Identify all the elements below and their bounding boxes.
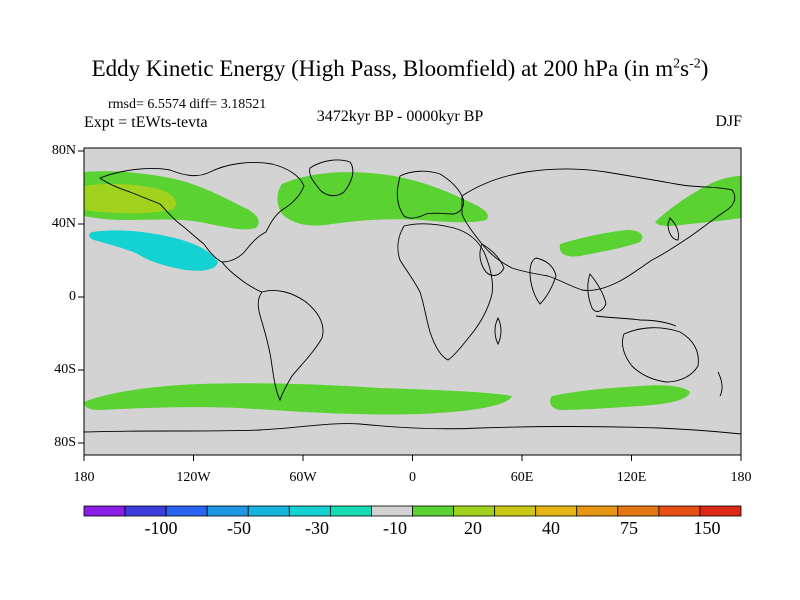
rmsd-diff-stats: rmsd= 6.5574 diff= 3.18521	[108, 97, 267, 112]
south-america-outline	[257, 290, 324, 402]
europe-outline	[396, 170, 465, 219]
colorbar-swatch	[124, 505, 167, 517]
asia-jet-band	[559, 230, 643, 257]
colorbar-swatch	[165, 505, 208, 517]
north-america-outline	[99, 162, 305, 263]
colorbar-swatch	[329, 505, 372, 517]
colorbar-swatch	[206, 505, 249, 517]
title-sup-1: 2	[673, 56, 681, 72]
colorbar-swatch	[288, 505, 331, 517]
colorbar-swatch	[699, 505, 742, 517]
colorbar-label-1: -100	[144, 518, 178, 538]
central-america-outline	[221, 261, 263, 293]
coastlines	[83, 159, 742, 435]
x-label-0: 0	[409, 470, 416, 485]
colorbar-label-6: 40	[542, 518, 560, 538]
colorbar-swatch	[371, 505, 413, 517]
title-main: Eddy Kinetic Energy (High Pass, Bloomfie…	[91, 56, 674, 81]
colorbar-label-2: -50	[227, 518, 251, 538]
colorbar-swatch	[494, 505, 537, 517]
indonesia-outline	[595, 315, 677, 327]
southern-ocean-band-east	[550, 385, 690, 410]
x-label-180e: 180	[730, 470, 752, 485]
axis-ticks	[78, 150, 742, 461]
colorbar-swatch	[576, 505, 619, 517]
x-label-180w: 180	[73, 470, 95, 485]
colorbar-swatch	[617, 505, 660, 517]
japan-outline	[667, 217, 679, 241]
colorbar-label-3: -30	[305, 518, 329, 538]
colorbar-swatch	[83, 505, 126, 517]
x-label-60w: 60W	[289, 470, 317, 485]
colorbar-label-7: 75	[620, 518, 638, 538]
india-outline	[529, 257, 557, 305]
x-label-120w: 120W	[176, 470, 211, 485]
colorbar-swatch	[658, 505, 701, 517]
north-atlantic-band	[277, 172, 488, 226]
colorbar-label-5: 20	[464, 518, 482, 538]
y-label-80n: 80N	[51, 143, 76, 158]
plot-title: Eddy Kinetic Energy (High Pass, Bloomfie…	[0, 56, 800, 82]
colorbar	[83, 505, 742, 517]
title-sup-2: -2	[689, 56, 701, 72]
y-label-40n: 40N	[51, 216, 76, 231]
arabia-outline	[479, 243, 505, 276]
greenland-outline	[309, 159, 354, 197]
y-label-0: 0	[69, 289, 76, 304]
colorbar-swatch	[412, 505, 454, 517]
southern-ocean-band-west	[84, 383, 512, 415]
africa-outline	[397, 223, 493, 361]
australia-outline	[621, 327, 699, 383]
colorbar-swatch	[535, 505, 578, 517]
asia-outline	[461, 168, 736, 291]
title-mid: s	[680, 56, 690, 81]
y-label-80s: 80S	[54, 435, 76, 450]
new-zealand-outline	[717, 371, 723, 397]
title-end: )	[700, 56, 709, 81]
colorbar-label-8: 150	[693, 518, 721, 538]
experiment-label: Expt = tEWts-tevta	[84, 114, 208, 131]
northwest-pacific-band	[655, 176, 741, 226]
season-label: DJF	[715, 113, 742, 130]
madagascar-outline	[494, 316, 502, 346]
colorbar-swatch	[247, 505, 290, 517]
north-pacific-core	[84, 183, 177, 214]
east-pacific-negative	[89, 230, 218, 271]
southeast-asia-outline	[587, 273, 607, 312]
x-label-120e: 120E	[616, 470, 647, 485]
antarctica-outline	[83, 423, 742, 435]
colorbar-label-4: -10	[383, 518, 407, 538]
y-label-40s: 40S	[54, 362, 76, 377]
colorbar-swatch	[453, 505, 496, 517]
x-label-60e: 60E	[510, 470, 534, 485]
period-label: 3472kyr BP - 0000kyr BP	[316, 108, 484, 125]
